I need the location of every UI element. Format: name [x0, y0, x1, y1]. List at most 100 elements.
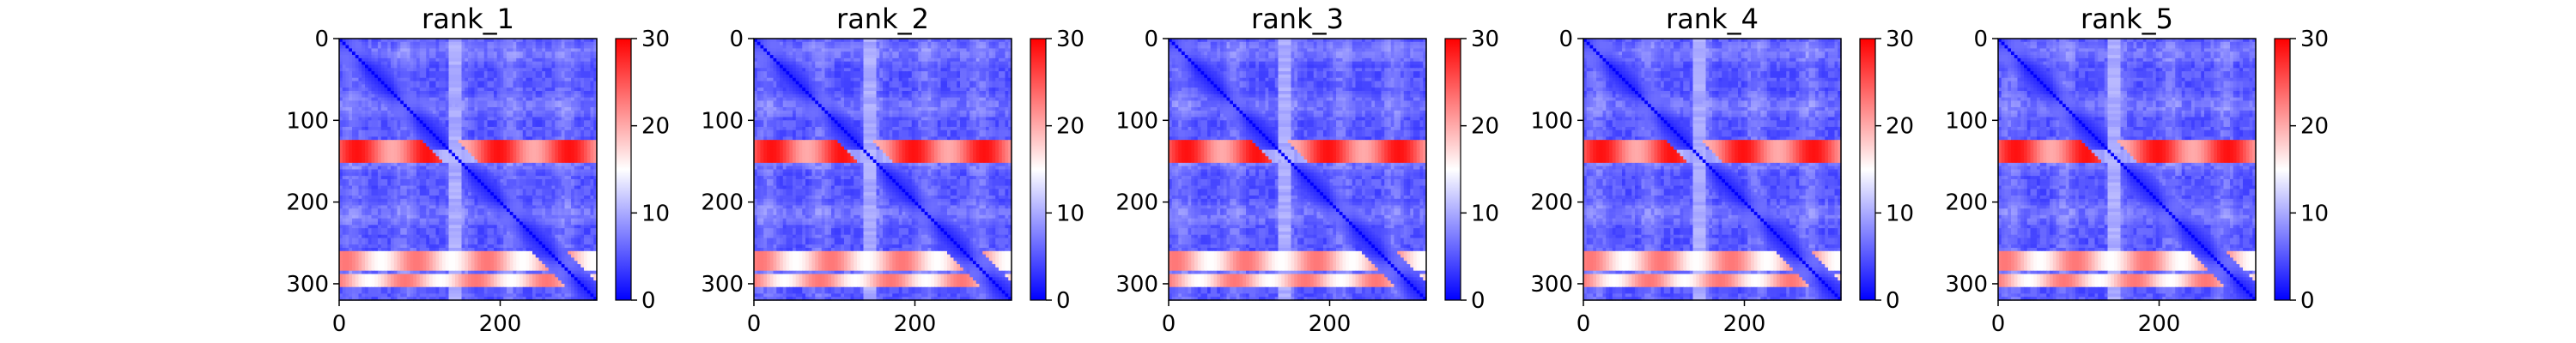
heatmap-cell	[426, 117, 430, 121]
heatmap-cell	[542, 117, 546, 121]
heatmap-cell	[558, 91, 562, 95]
heatmap-cell	[458, 172, 463, 177]
heatmap-cell	[371, 107, 375, 111]
heatmap-cell	[500, 117, 504, 121]
heatmap-cell	[593, 48, 598, 52]
heatmap-cell	[452, 172, 456, 177]
heatmap-cell	[522, 159, 527, 164]
heatmap-cell	[374, 169, 379, 173]
heatmap-cell	[419, 234, 424, 239]
heatmap-cell	[483, 104, 489, 108]
heatmap-cell	[429, 192, 434, 196]
heatmap-cell	[509, 196, 514, 200]
heatmap-cell	[538, 93, 543, 99]
heatmap-cell	[564, 110, 568, 115]
heatmap-cell	[339, 176, 343, 180]
heatmap-cell	[352, 64, 356, 69]
heatmap-cell	[345, 71, 349, 75]
heatmap-cell	[365, 178, 369, 184]
heatmap-cell	[507, 202, 511, 207]
heatmap-cell	[410, 61, 414, 66]
heatmap-cell	[580, 107, 585, 111]
heatmap-cell	[574, 110, 579, 115]
heatmap-cell	[574, 143, 579, 147]
heatmap-cell	[374, 126, 379, 131]
heatmap-cell	[516, 136, 520, 141]
heatmap-cell	[584, 234, 588, 239]
heatmap-cell	[342, 149, 347, 154]
heatmap-cell	[439, 202, 443, 207]
heatmap-cell	[468, 238, 472, 242]
heatmap-cell	[535, 231, 540, 236]
heatmap-cell	[519, 169, 524, 173]
heatmap-cell	[468, 149, 472, 154]
heatmap-cell	[519, 123, 524, 128]
heatmap-cell	[551, 97, 556, 102]
heatmap-cell	[516, 91, 520, 95]
heatmap-cell	[384, 196, 388, 200]
heatmap-cell	[477, 221, 482, 226]
heatmap-cell	[352, 182, 356, 187]
heatmap-cell	[358, 97, 362, 102]
heatmap-cell	[474, 218, 478, 223]
heatmap-cell	[426, 74, 430, 79]
heatmap-cell	[416, 64, 421, 69]
heatmap-cell	[397, 110, 401, 115]
heatmap-cell	[345, 214, 349, 220]
heatmap-cell	[439, 74, 443, 79]
heatmap-cell	[465, 146, 469, 151]
heatmap-cell	[513, 120, 517, 124]
heatmap-cell	[526, 64, 530, 69]
heatmap-cell	[339, 126, 343, 131]
heatmap-cell	[522, 153, 527, 157]
heatmap-cell	[593, 234, 598, 239]
heatmap-cell	[519, 159, 524, 164]
heatmap-cell	[445, 189, 450, 193]
heatmap-cell	[355, 221, 360, 226]
heatmap-cell	[352, 97, 356, 102]
heatmap-cell	[404, 81, 408, 85]
heatmap-cell	[458, 87, 463, 92]
heatmap-cell	[542, 214, 546, 220]
heatmap-cell	[426, 202, 430, 207]
heatmap-cell	[577, 104, 581, 108]
heatmap-cell	[477, 77, 482, 82]
heatmap-cell	[465, 136, 469, 141]
heatmap-cell	[404, 241, 408, 245]
heatmap-cell	[339, 81, 343, 85]
heatmap-cell	[432, 214, 437, 220]
heatmap-cell	[455, 221, 459, 226]
heatmap-cell	[483, 113, 489, 118]
heatmap-cell	[455, 172, 459, 177]
heatmap-cell	[384, 169, 388, 173]
heatmap-cell	[455, 218, 459, 223]
heatmap-cell	[380, 45, 386, 50]
heatmap-cell	[564, 64, 568, 69]
heatmap-cell	[471, 57, 476, 63]
heatmap-cell	[522, 107, 527, 111]
heatmap-cell	[483, 68, 489, 72]
heatmap-cell	[545, 205, 550, 209]
heatmap-cell	[481, 113, 485, 118]
heatmap-cell	[365, 241, 369, 245]
heatmap-cell	[413, 241, 417, 245]
heatmap-cell	[513, 238, 517, 242]
heatmap-cell	[496, 48, 501, 52]
heatmap-cell	[339, 221, 343, 226]
heatmap-cell	[593, 202, 598, 207]
heatmap-cell	[445, 104, 450, 108]
heatmap-cell	[500, 57, 504, 63]
heatmap-cell	[452, 156, 456, 160]
heatmap-cell	[535, 51, 540, 56]
heatmap-cell	[391, 192, 395, 196]
heatmap-cell	[577, 91, 581, 95]
heatmap-cell	[426, 93, 430, 99]
heatmap-cell	[455, 45, 459, 50]
heatmap-cell	[380, 238, 386, 242]
heatmap-cell	[513, 234, 517, 239]
heatmap-cell	[529, 113, 533, 118]
heatmap-cell	[487, 208, 491, 213]
heatmap-cell	[465, 126, 469, 131]
heatmap-cell	[387, 196, 392, 200]
heatmap-cell	[429, 185, 434, 190]
